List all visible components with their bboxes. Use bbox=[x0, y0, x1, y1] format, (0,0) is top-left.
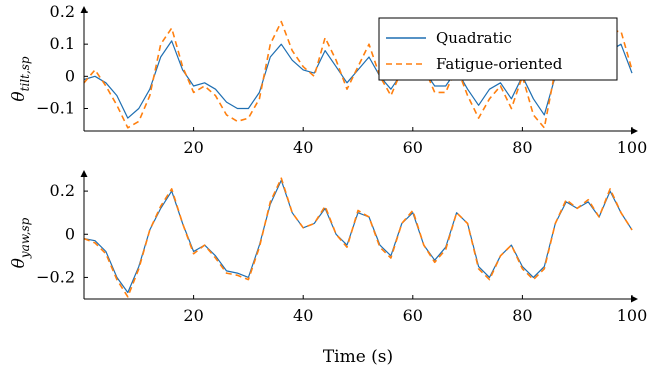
yaw-ylabel: θyaw,sp bbox=[9, 217, 32, 268]
legend-label-quadratic: Quadratic bbox=[436, 29, 512, 47]
yaw-x-tick-label: 40 bbox=[293, 306, 313, 325]
tilt-y-tick-label: −0.1 bbox=[36, 98, 75, 117]
tilt-ylabel-main: θ bbox=[9, 91, 29, 101]
figure-xlabel: Time (s) bbox=[323, 347, 393, 367]
tilt-x-tick-label: 100 bbox=[617, 138, 648, 157]
tilt-ylabel: θtilt,sp bbox=[9, 56, 32, 102]
tilt-x-tick-label: 60 bbox=[403, 138, 423, 157]
yaw-ylabel-main: θ bbox=[9, 258, 29, 268]
legend-label-fatigue: Fatigue-oriented bbox=[436, 55, 563, 73]
tilt-y-tick-label: 0.1 bbox=[50, 34, 75, 53]
yaw-y-tick-label: 0.2 bbox=[50, 181, 75, 200]
yaw-x-axis-arrow bbox=[631, 295, 638, 303]
tilt-ylabel-sub: tilt,sp bbox=[18, 56, 32, 91]
tilt-x-tick-label: 80 bbox=[512, 138, 532, 157]
tilt-x-axis-arrow bbox=[631, 127, 638, 135]
tilt-panel: θtilt,sp 20 40 60 80 100 −0.1 0 0.1 0.2 bbox=[9, 2, 647, 157]
yaw-x-tick-label: 60 bbox=[403, 306, 423, 325]
yaw-y-axis-arrow bbox=[80, 170, 88, 177]
tilt-x-tick-label: 20 bbox=[183, 138, 203, 157]
legend: Quadratic Fatigue-oriented bbox=[378, 17, 618, 81]
tilt-y-axis-arrow bbox=[80, 6, 88, 13]
yaw-panel: θyaw,sp 20 40 60 80 100 −0.2 0 0.2 bbox=[9, 170, 647, 325]
yaw-x-tick-label: 100 bbox=[617, 306, 648, 325]
tilt-series-fatigue-line bbox=[83, 20, 633, 129]
tilt-x-tick-label: 40 bbox=[293, 138, 313, 157]
tilt-y-tick-label: 0.2 bbox=[50, 2, 75, 21]
yaw-y-tick-label: 0 bbox=[65, 224, 75, 243]
yaw-ylabel-sub: yaw,sp bbox=[18, 217, 32, 259]
tilt-series-quadratic-line bbox=[83, 40, 633, 119]
legend-box bbox=[378, 17, 618, 81]
yaw-x-tick-label: 20 bbox=[183, 306, 203, 325]
yaw-y-tick-label: −0.2 bbox=[36, 267, 75, 286]
yaw-x-tick-label: 80 bbox=[512, 306, 532, 325]
tilt-y-tick-label: 0 bbox=[65, 66, 75, 85]
yaw-series-fatigue-line bbox=[83, 177, 633, 298]
